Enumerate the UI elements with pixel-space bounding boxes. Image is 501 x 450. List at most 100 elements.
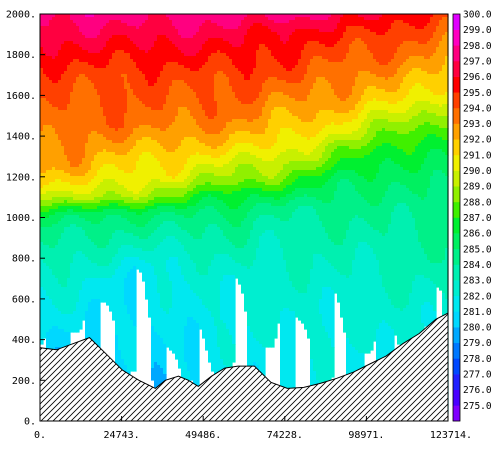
contour-cell (166, 236, 170, 261)
contour-cell (376, 101, 380, 111)
contour-cell (247, 212, 251, 240)
contour-cell (400, 311, 404, 354)
contour-cell (352, 110, 356, 120)
contour-cell (58, 197, 62, 204)
contour-cell (136, 257, 140, 270)
contour-cell (163, 203, 167, 207)
contour-cell (79, 164, 83, 177)
contour-cell (370, 206, 374, 228)
contour-cell (262, 233, 266, 348)
contour-cell (241, 119, 245, 132)
contour-cell (91, 38, 95, 54)
contour-cell (67, 206, 71, 210)
contour-cell (238, 164, 242, 183)
contour-cell (115, 20, 119, 36)
contour-cell (259, 197, 263, 204)
contour-cell (253, 188, 257, 195)
contour-cell (262, 83, 266, 108)
contour-cell (226, 41, 230, 57)
contour-cell (64, 197, 68, 201)
contour-cell (310, 188, 314, 198)
contour-cell (406, 14, 410, 24)
contour-cell (82, 212, 86, 219)
contour-cell (130, 149, 134, 174)
contour-cell (118, 209, 122, 216)
contour-cell (229, 176, 233, 186)
contour-cell (235, 209, 239, 228)
contour-cell (88, 38, 92, 54)
contour-cell (268, 149, 272, 162)
contour-cell (277, 191, 281, 201)
contour-cell (385, 110, 389, 120)
colorbar-label: 288.0 (463, 197, 492, 208)
contour-cell (115, 254, 119, 270)
contour-cell (58, 110, 62, 141)
contour-cell (355, 158, 359, 174)
contour-cell (376, 14, 380, 21)
contour-cell (433, 104, 437, 114)
contour-cell (115, 194, 119, 201)
contour-cell (214, 23, 218, 39)
contour-cell (292, 212, 296, 288)
contour-cell (121, 23, 125, 36)
contour-cell (394, 74, 398, 93)
contour-cell (205, 197, 209, 207)
contour-cell (304, 137, 308, 156)
contour-cell (205, 146, 209, 156)
contour-cell (235, 185, 239, 192)
contour-cell (274, 236, 278, 339)
contour-cell (226, 122, 230, 141)
contour-cell (295, 161, 299, 171)
contour-cell (205, 227, 209, 276)
contour-cell (97, 35, 101, 54)
contour-cell (154, 158, 158, 180)
contour-cell (289, 83, 293, 99)
contour-cell (124, 14, 128, 24)
contour-cell (214, 197, 218, 210)
contour-cell (163, 344, 167, 375)
contour-cell (142, 197, 146, 204)
contour-cell (145, 203, 149, 207)
contour-cell (412, 116, 416, 132)
contour-cell (319, 254, 323, 300)
contour-cell (202, 275, 206, 306)
contour-cell (217, 38, 221, 51)
contour-cell (118, 185, 122, 195)
contour-cell (397, 182, 401, 204)
contour-cell (169, 20, 173, 42)
contour-cell (169, 176, 173, 183)
contour-cell (187, 233, 191, 255)
contour-cell (277, 134, 281, 156)
contour-cell (157, 206, 161, 216)
contour-cell (232, 260, 236, 276)
contour-cell (244, 14, 248, 18)
colorbar-swatch (453, 201, 460, 218)
contour-cell (388, 29, 392, 63)
contour-cell (442, 128, 446, 141)
contour-cell (193, 188, 197, 195)
contour-cell (196, 185, 200, 195)
contour-cell (292, 170, 296, 183)
contour-cell (352, 119, 356, 132)
contour-cell (70, 167, 74, 177)
contour-cell (97, 266, 101, 279)
contour-cell (184, 194, 188, 204)
contour-cell (316, 41, 320, 57)
contour-cell (340, 158, 344, 171)
contour-cell (163, 149, 167, 171)
contour-cell (346, 134, 350, 141)
contour-cell (103, 137, 107, 150)
contour-cell (73, 59, 77, 84)
contour-cell (253, 179, 257, 189)
contour-cell (67, 215, 71, 228)
contour-cell (406, 23, 410, 42)
colorbar-label: 300.0 (463, 10, 492, 21)
contour-cell (343, 113, 347, 123)
contour-cell (265, 101, 269, 129)
contour-cell (196, 212, 200, 240)
contour-cell (418, 113, 422, 126)
contour-cell (184, 68, 188, 84)
contour-cell (232, 119, 236, 135)
contour-cell (97, 248, 101, 267)
contour-cell (106, 200, 110, 207)
